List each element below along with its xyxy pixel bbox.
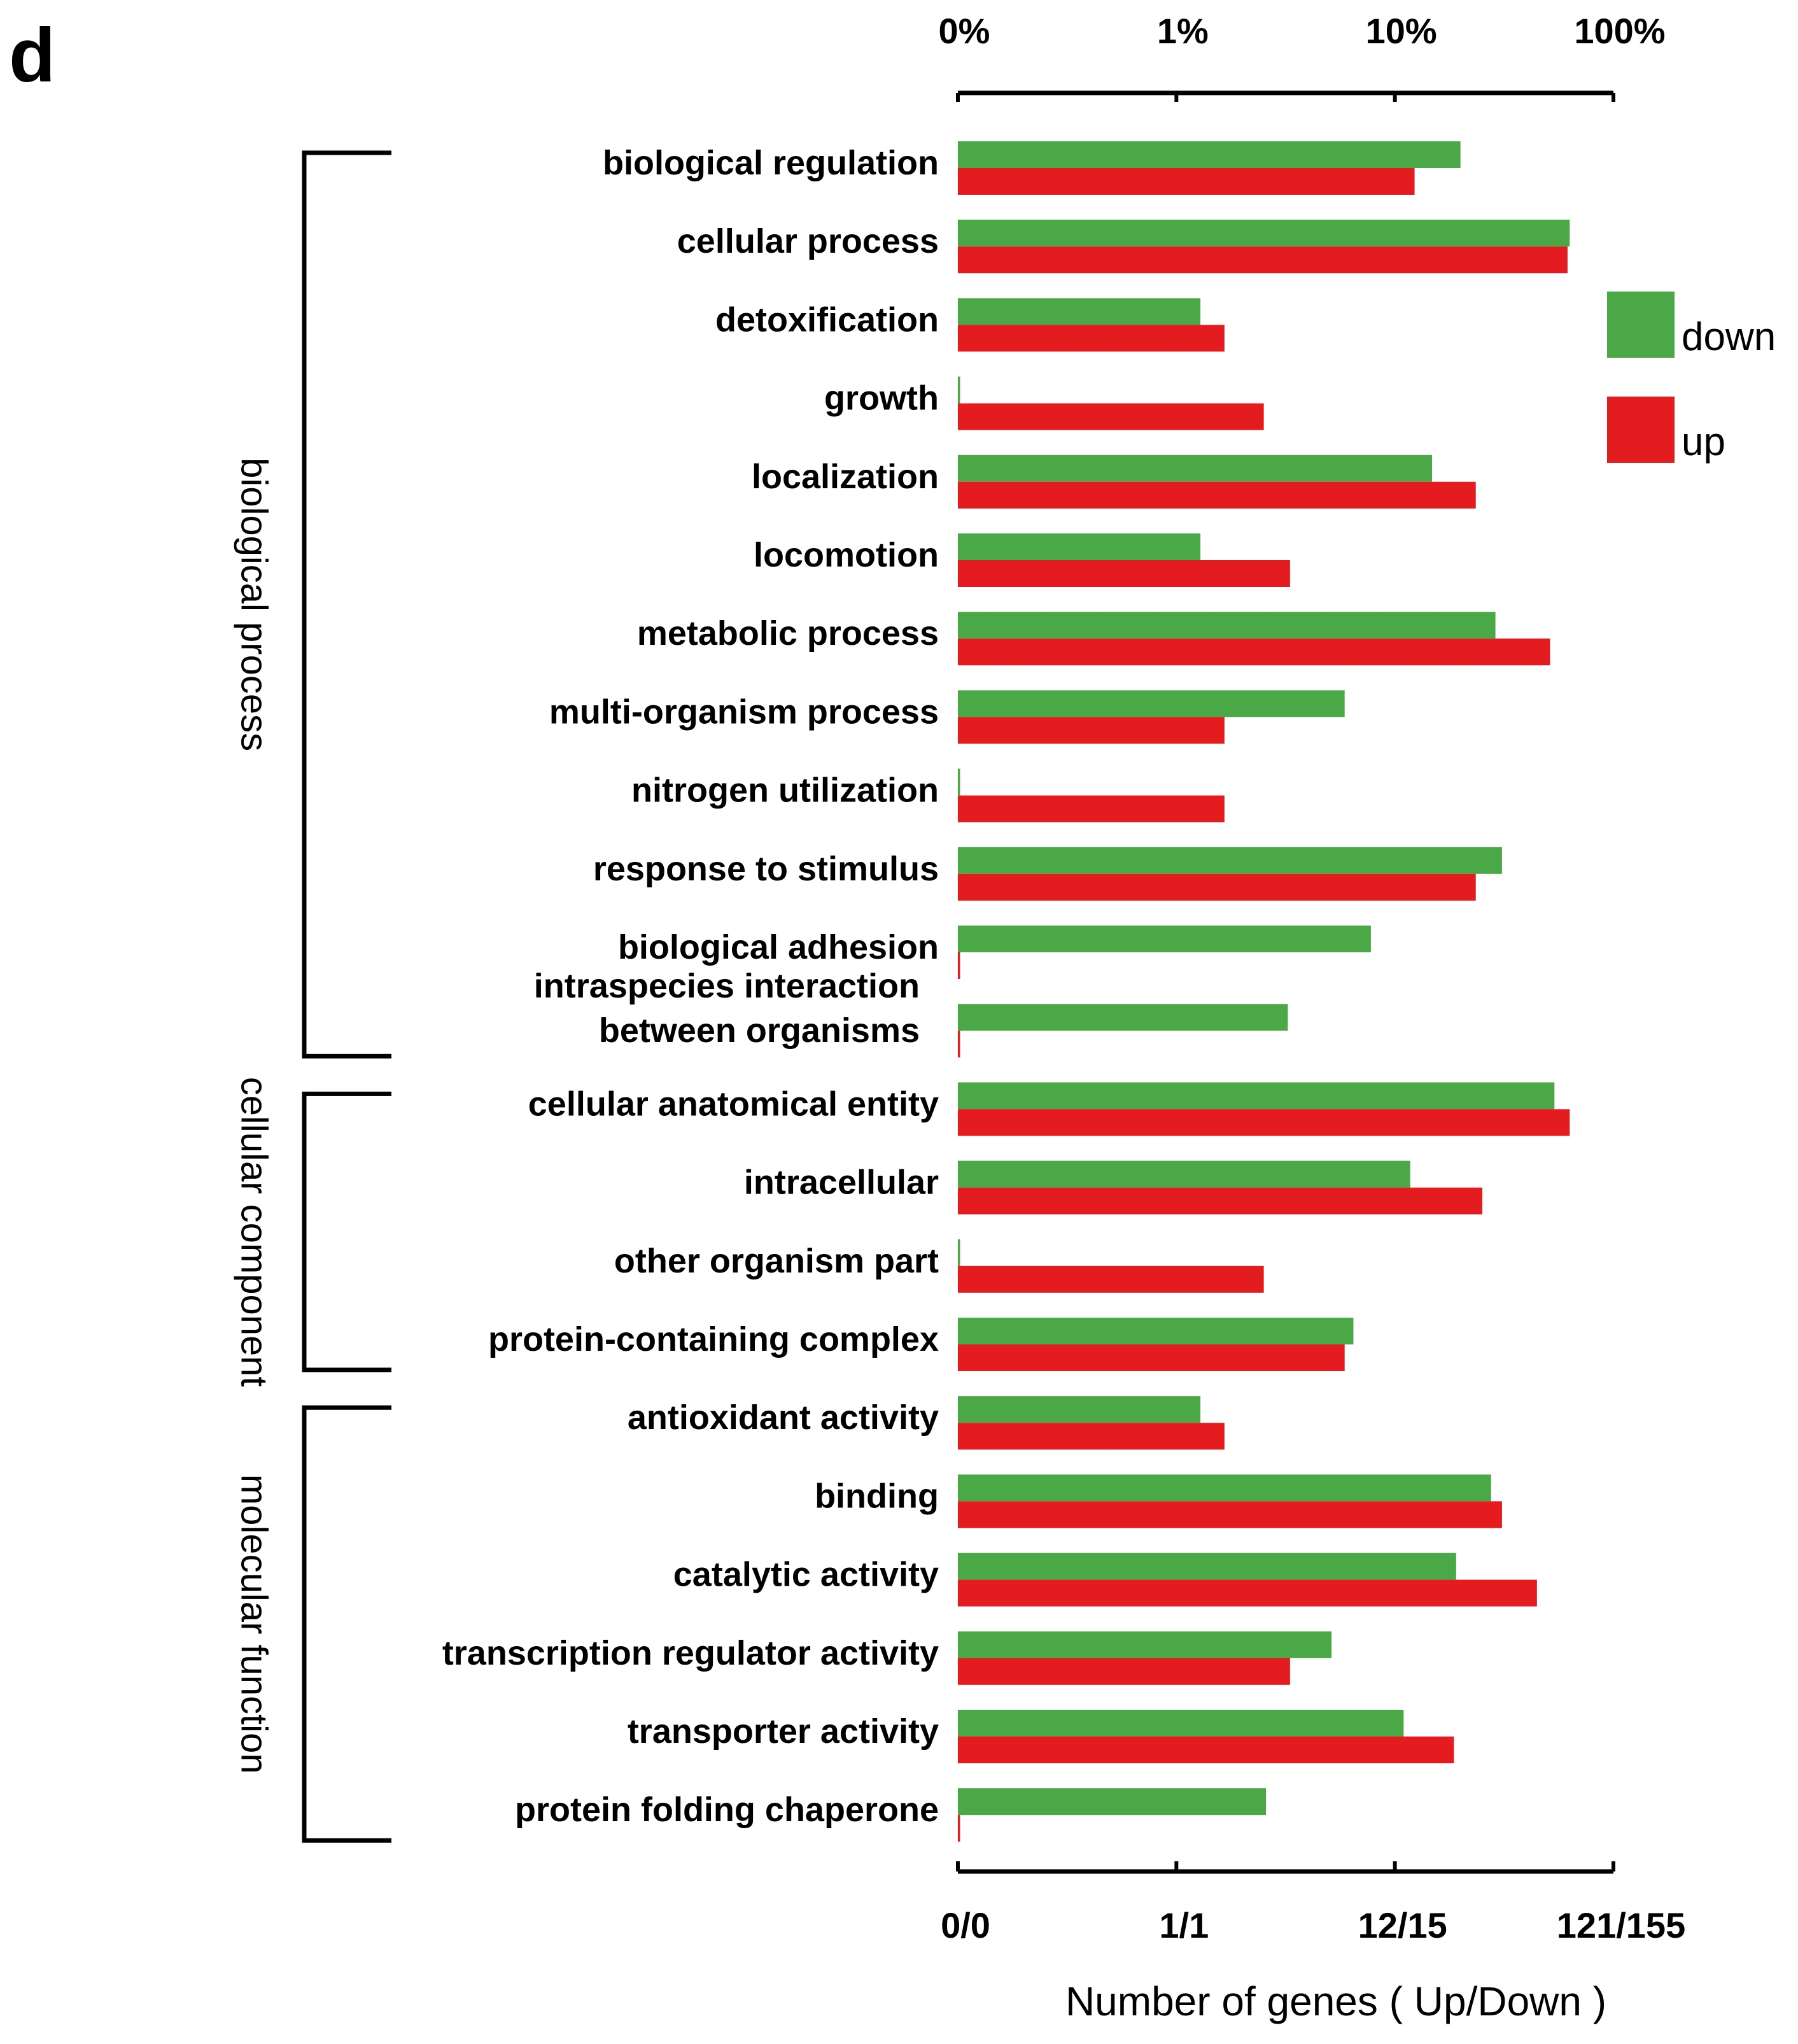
top-tick-label: 0% bbox=[939, 11, 990, 51]
group-label: biological process bbox=[234, 458, 275, 751]
category-label: transcription regulator activity bbox=[442, 1634, 939, 1672]
group-bracket bbox=[302, 1091, 391, 1372]
top-tick-label: 1% bbox=[1157, 11, 1209, 51]
panel-label: d bbox=[9, 13, 55, 98]
bar-up bbox=[958, 1265, 1264, 1293]
bar-down bbox=[958, 1553, 1456, 1580]
bottom-tick-label: 1/1 bbox=[1159, 1905, 1209, 1945]
bar-down bbox=[958, 1396, 1201, 1423]
category-label: between organisms bbox=[599, 1011, 920, 1050]
bar-up bbox=[958, 1737, 1454, 1763]
bar-down bbox=[958, 1788, 1267, 1815]
category-label: detoxification bbox=[715, 300, 939, 339]
bar-up bbox=[958, 638, 1550, 666]
category-label: other organism part bbox=[614, 1242, 939, 1280]
bar-up bbox=[958, 403, 1264, 430]
category-label: localization bbox=[752, 458, 939, 496]
bar-up bbox=[958, 325, 1225, 352]
bar-down bbox=[958, 376, 960, 404]
category-label: intraspecies interaction bbox=[534, 967, 920, 1005]
bottom-tick-label: 0/0 bbox=[941, 1905, 990, 1945]
bar-down bbox=[958, 298, 1201, 325]
category-label: biological regulation bbox=[603, 144, 939, 182]
bar-down bbox=[958, 926, 1371, 952]
bar-down bbox=[958, 220, 1570, 247]
category-label: locomotion bbox=[754, 536, 939, 574]
bar-up bbox=[958, 873, 1476, 901]
category-label: metabolic process bbox=[637, 614, 939, 652]
bar-down bbox=[958, 1631, 1332, 1658]
bar-down bbox=[958, 1318, 1354, 1344]
category-label: protein-containing complex bbox=[488, 1320, 939, 1358]
legend: down up bbox=[1607, 292, 1776, 464]
category-label: multi-organism process bbox=[549, 693, 939, 731]
category-label: binding bbox=[815, 1477, 939, 1515]
top-tick-label: 100% bbox=[1574, 11, 1665, 51]
bar-up bbox=[958, 168, 1415, 195]
bar-down bbox=[958, 533, 1201, 560]
bottom-tick-label: 121/155 bbox=[1557, 1905, 1685, 1945]
bar-up bbox=[958, 1031, 960, 1058]
bar-down bbox=[958, 1160, 1410, 1188]
category-label: antioxidant activity bbox=[628, 1399, 939, 1437]
top-axis: 0% 1% 10% 100% bbox=[939, 11, 1666, 102]
category-label: transporter activity bbox=[628, 1712, 939, 1751]
bar-up bbox=[958, 952, 960, 979]
bar-down bbox=[958, 1082, 1555, 1110]
bar-down bbox=[958, 1474, 1491, 1502]
category-label: catalytic activity bbox=[673, 1556, 939, 1594]
bar-down bbox=[958, 1710, 1404, 1737]
group-bracket bbox=[302, 1405, 391, 1843]
category-label: biological adhesion bbox=[618, 928, 939, 966]
top-tick-label: 10% bbox=[1366, 11, 1437, 51]
bar-up bbox=[958, 1658, 1290, 1685]
group-brackets: biological process cellular component mole… bbox=[234, 150, 391, 1843]
legend-label-up: up bbox=[1682, 420, 1725, 464]
category-label: intracellular bbox=[744, 1164, 939, 1202]
legend-swatch-up bbox=[1607, 397, 1675, 463]
category-label: protein folding chaperone bbox=[515, 1791, 939, 1829]
bar-up bbox=[958, 1423, 1225, 1450]
bar-up bbox=[958, 1815, 960, 1842]
bar-up bbox=[958, 1344, 1345, 1371]
category-label: cellular process bbox=[677, 222, 939, 260]
bar-up bbox=[958, 795, 1225, 822]
bar-up bbox=[958, 717, 1225, 744]
x-axis-title: Number of genes ( Up/Down ) bbox=[1065, 1978, 1606, 2024]
bar-down bbox=[958, 1239, 960, 1266]
bar-down bbox=[958, 690, 1345, 717]
group-label: molecular function bbox=[234, 1474, 275, 1774]
bar-down bbox=[958, 141, 1461, 168]
category-label: growth bbox=[824, 379, 939, 418]
bar-up bbox=[958, 481, 1476, 509]
bars bbox=[958, 141, 1570, 1842]
bar-up bbox=[958, 1579, 1537, 1607]
bar-down bbox=[958, 768, 960, 796]
bar-up bbox=[958, 1501, 1502, 1528]
bar-down bbox=[958, 847, 1502, 874]
legend-label-down: down bbox=[1682, 315, 1776, 359]
group-label: cellular component bbox=[234, 1077, 275, 1387]
bar-up bbox=[958, 246, 1568, 274]
bar-up bbox=[958, 1109, 1570, 1136]
bottom-axis: 0/0 1/1 12/15 121/155 bbox=[941, 1861, 1685, 1945]
category-labels: biological regulation cellular process det… bbox=[442, 144, 939, 1829]
bar-down bbox=[958, 612, 1496, 639]
bar-down bbox=[958, 455, 1433, 482]
category-label: nitrogen utilization bbox=[631, 772, 939, 810]
bottom-tick-label: 12/15 bbox=[1358, 1905, 1447, 1945]
category-label: response to stimulus bbox=[593, 850, 939, 888]
bar-down bbox=[958, 1004, 1288, 1031]
bar-up bbox=[958, 560, 1290, 587]
category-label: cellular anatomical entity bbox=[528, 1085, 939, 1123]
bar-up bbox=[958, 1187, 1482, 1215]
group-bracket bbox=[302, 150, 391, 1059]
legend-swatch-down bbox=[1607, 292, 1675, 358]
